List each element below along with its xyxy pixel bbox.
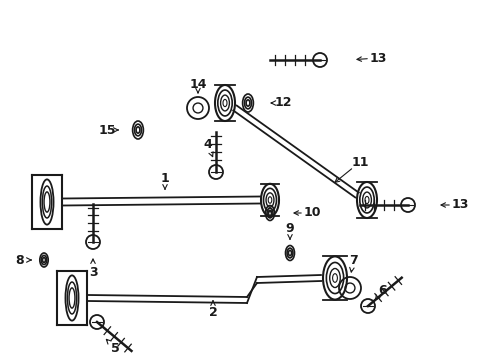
Text: 14: 14 xyxy=(189,77,207,90)
Text: 8: 8 xyxy=(16,253,24,266)
Text: 10: 10 xyxy=(303,207,321,220)
Text: 3: 3 xyxy=(89,266,98,279)
Text: 12: 12 xyxy=(274,96,292,109)
Text: 9: 9 xyxy=(286,221,294,234)
Circle shape xyxy=(209,165,223,179)
Text: 13: 13 xyxy=(451,198,469,211)
Text: 4: 4 xyxy=(204,139,212,152)
Text: 15: 15 xyxy=(98,123,116,136)
Text: 2: 2 xyxy=(209,306,218,319)
Circle shape xyxy=(86,235,100,249)
Text: 7: 7 xyxy=(348,253,357,266)
Circle shape xyxy=(401,198,415,212)
Text: 11: 11 xyxy=(351,156,369,168)
Circle shape xyxy=(361,299,375,313)
Circle shape xyxy=(90,315,104,329)
Text: 13: 13 xyxy=(369,51,387,64)
Text: 6: 6 xyxy=(379,284,387,297)
Text: 1: 1 xyxy=(161,171,170,184)
Text: 5: 5 xyxy=(111,342,120,355)
Circle shape xyxy=(313,53,327,67)
